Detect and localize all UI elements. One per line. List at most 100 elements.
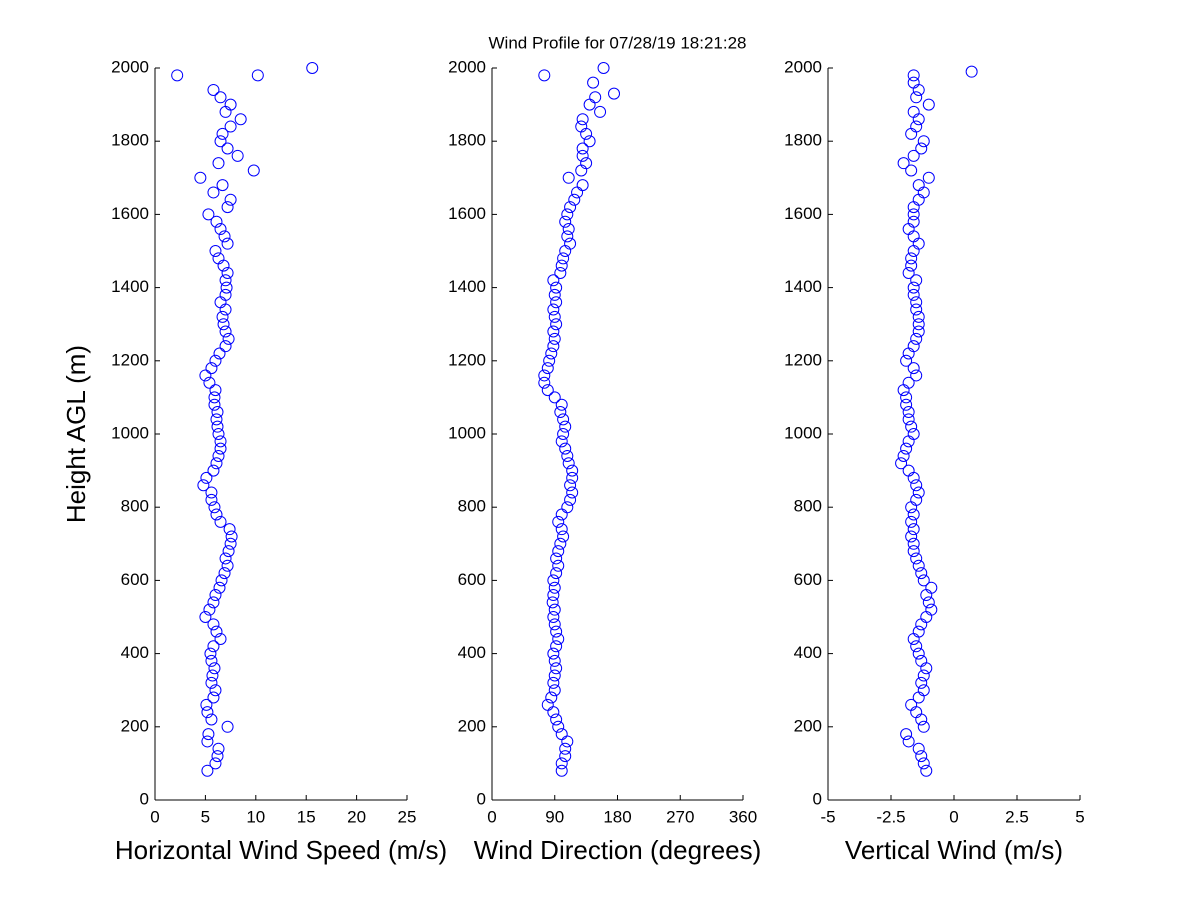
point	[552, 632, 565, 645]
x-tick-label: 20	[347, 807, 366, 826]
point	[915, 676, 928, 689]
point	[907, 281, 920, 294]
point	[580, 157, 593, 170]
point	[219, 303, 232, 316]
point	[207, 640, 220, 653]
point	[917, 135, 930, 148]
point	[912, 625, 925, 638]
point	[566, 471, 579, 484]
y-tick-label: 2000	[784, 57, 822, 76]
point	[915, 654, 928, 667]
point	[907, 288, 920, 301]
point	[194, 171, 207, 184]
y-tick-label: 1000	[111, 423, 149, 442]
y-tick-label: 0	[140, 789, 149, 808]
point	[557, 428, 570, 440]
point	[550, 662, 563, 675]
point	[907, 105, 920, 118]
point	[917, 574, 930, 587]
point	[559, 420, 572, 433]
point	[205, 486, 218, 499]
point	[561, 735, 574, 748]
point	[224, 98, 237, 111]
point	[897, 157, 910, 170]
point	[218, 230, 231, 243]
point	[902, 347, 915, 360]
point	[206, 669, 219, 682]
point	[214, 91, 227, 104]
chart-title: Wind Profile for 07/28/19 18:21:28	[489, 33, 747, 52]
point	[550, 640, 563, 653]
point	[210, 625, 223, 638]
point	[212, 742, 225, 755]
x-tick-label: 90	[545, 807, 564, 826]
point	[568, 193, 581, 206]
point	[915, 750, 928, 763]
point	[210, 457, 223, 470]
point	[902, 735, 915, 748]
y-tick-label: 600	[794, 570, 822, 589]
point	[561, 208, 574, 221]
point	[207, 691, 220, 704]
point	[905, 252, 918, 265]
point	[205, 362, 218, 375]
point	[204, 647, 217, 660]
point	[550, 296, 563, 309]
point	[214, 515, 227, 528]
point	[221, 201, 234, 214]
point	[216, 179, 229, 192]
point	[575, 120, 588, 133]
y-tick-label: 1000	[784, 423, 822, 442]
point	[583, 98, 596, 111]
point	[538, 69, 551, 82]
point	[922, 171, 935, 184]
point	[221, 559, 234, 572]
y-tick-label: 1800	[111, 131, 149, 150]
point	[910, 91, 923, 104]
point	[912, 310, 925, 323]
point	[576, 179, 589, 192]
point	[205, 654, 218, 667]
point	[547, 676, 560, 689]
point	[917, 186, 930, 199]
x-tick-label: 25	[398, 807, 417, 826]
point	[907, 545, 920, 558]
point	[247, 164, 260, 177]
point	[209, 757, 222, 770]
point	[218, 567, 231, 580]
point	[910, 303, 923, 316]
point	[221, 237, 234, 250]
point	[920, 589, 933, 602]
point	[910, 332, 923, 345]
point	[907, 208, 920, 221]
y-tick-label: 600	[458, 570, 486, 589]
y-axis-label: Height AGL (m)	[61, 345, 91, 523]
point	[555, 508, 568, 521]
x-tick-label: 0	[150, 807, 159, 826]
point	[208, 662, 221, 675]
point	[907, 215, 920, 228]
point	[552, 720, 565, 733]
point	[571, 186, 584, 199]
point	[561, 501, 574, 514]
point	[552, 545, 565, 558]
point	[547, 706, 560, 719]
point	[555, 435, 568, 448]
point	[594, 105, 607, 118]
point	[910, 479, 923, 492]
point	[550, 281, 563, 294]
point	[576, 142, 589, 155]
point	[548, 581, 561, 594]
point	[561, 230, 574, 243]
point	[207, 596, 220, 609]
point	[907, 69, 920, 82]
point	[200, 471, 213, 484]
point	[917, 720, 930, 733]
point	[550, 552, 563, 565]
point	[555, 259, 568, 272]
point	[201, 764, 214, 777]
point	[550, 318, 563, 331]
point	[208, 391, 221, 404]
point	[902, 406, 915, 419]
